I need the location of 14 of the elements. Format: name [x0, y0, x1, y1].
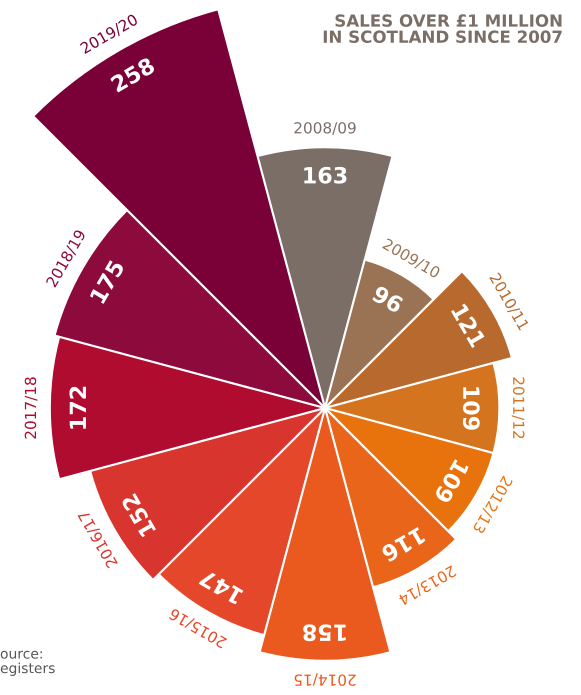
- category-label: 2017/18: [24, 377, 38, 439]
- data-label: 172: [69, 386, 86, 429]
- data-label: 258: [110, 56, 156, 93]
- data-label: 116: [380, 526, 426, 563]
- data-label: 109: [462, 387, 480, 430]
- data-label: 147: [198, 570, 244, 605]
- data-label: 158: [303, 624, 346, 642]
- category-label: 2008/09: [294, 122, 356, 135]
- data-label: 96: [371, 284, 404, 314]
- category-label: 2014/15: [294, 673, 356, 686]
- text: SALES OVER £1 MILLION IN SCOTLAND SINCE 2007: [324, 14, 562, 44]
- data-label: 163: [304, 166, 346, 184]
- text: ource: egisters: [0, 650, 55, 676]
- category-label: 2011/12: [512, 377, 525, 438]
